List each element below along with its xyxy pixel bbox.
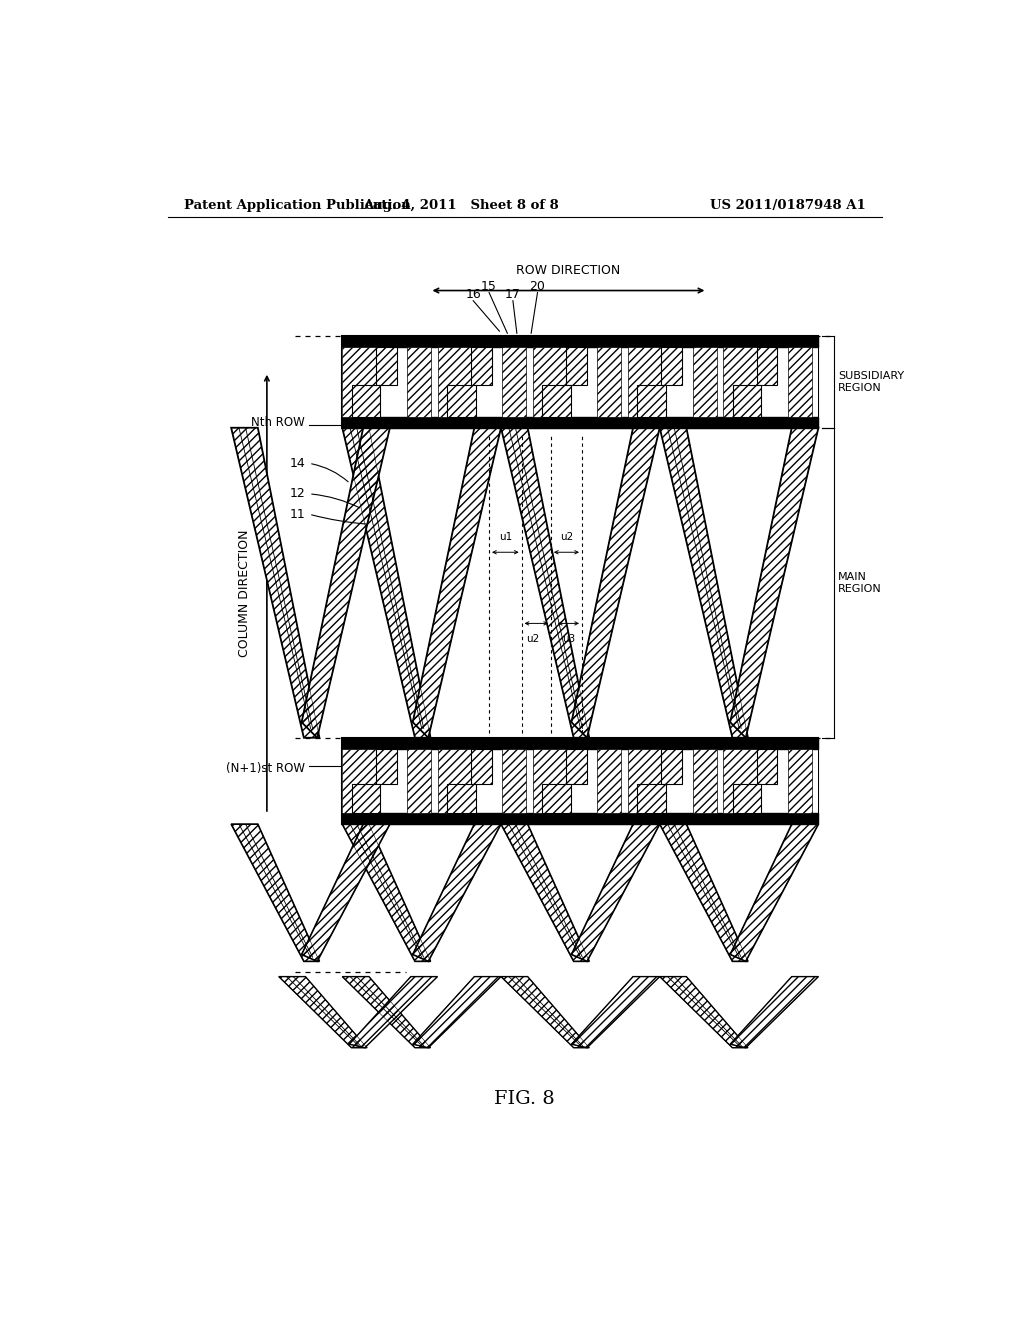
Polygon shape: [501, 977, 589, 1048]
Bar: [342, 347, 818, 417]
Bar: [376, 347, 396, 385]
Bar: [532, 748, 566, 813]
Text: COLUMN DIRECTION: COLUMN DIRECTION: [239, 529, 251, 656]
Text: 20: 20: [529, 280, 546, 293]
Bar: [502, 748, 526, 813]
Bar: [662, 748, 682, 784]
Text: FIG. 8: FIG. 8: [495, 1089, 555, 1107]
Bar: [342, 748, 818, 813]
Bar: [342, 738, 818, 824]
Text: 12: 12: [289, 487, 305, 500]
Bar: [757, 748, 777, 784]
Bar: [723, 347, 757, 417]
Bar: [437, 748, 471, 813]
Bar: [342, 748, 376, 813]
Bar: [471, 347, 492, 385]
Bar: [638, 385, 666, 417]
Bar: [597, 748, 622, 813]
Bar: [447, 784, 475, 813]
Bar: [543, 385, 570, 417]
Bar: [662, 347, 682, 385]
Text: Nth ROW: Nth ROW: [251, 416, 305, 429]
Bar: [342, 417, 818, 428]
Text: Patent Application Publication: Patent Application Publication: [183, 198, 411, 211]
Bar: [723, 748, 757, 813]
Text: ROW DIRECTION: ROW DIRECTION: [516, 264, 621, 277]
Bar: [352, 385, 380, 417]
Bar: [566, 347, 587, 385]
Bar: [502, 347, 526, 417]
Polygon shape: [342, 977, 430, 1048]
Text: US 2011/0187948 A1: US 2011/0187948 A1: [711, 198, 866, 211]
Polygon shape: [659, 824, 748, 961]
Text: u3: u3: [562, 634, 575, 644]
Bar: [376, 748, 396, 784]
Bar: [407, 748, 431, 813]
Text: 16: 16: [465, 288, 481, 301]
Polygon shape: [730, 824, 818, 961]
Text: 14: 14: [289, 457, 305, 470]
Polygon shape: [659, 977, 748, 1048]
Bar: [447, 385, 475, 417]
Polygon shape: [730, 977, 818, 1048]
Text: u1: u1: [499, 532, 512, 543]
Polygon shape: [342, 428, 430, 738]
Bar: [352, 784, 380, 813]
Bar: [407, 347, 431, 417]
Bar: [787, 347, 812, 417]
Bar: [342, 337, 818, 347]
Polygon shape: [302, 824, 390, 961]
Text: u2: u2: [525, 634, 539, 644]
Polygon shape: [501, 824, 589, 961]
Text: SUBSIDIARY
REGION: SUBSIDIARY REGION: [839, 371, 904, 393]
Text: 15: 15: [481, 280, 497, 293]
Polygon shape: [231, 428, 319, 738]
Bar: [566, 748, 587, 784]
Polygon shape: [279, 977, 367, 1048]
Text: 17: 17: [505, 288, 521, 301]
Bar: [628, 748, 662, 813]
Bar: [597, 347, 622, 417]
Text: MAIN
REGION: MAIN REGION: [839, 572, 882, 594]
Polygon shape: [659, 428, 748, 738]
Text: (N+1)st ROW: (N+1)st ROW: [226, 762, 305, 775]
Polygon shape: [413, 824, 501, 961]
Polygon shape: [413, 977, 501, 1048]
Bar: [733, 385, 761, 417]
Polygon shape: [571, 824, 659, 961]
Polygon shape: [413, 428, 501, 738]
Bar: [342, 337, 818, 428]
Bar: [342, 738, 818, 748]
Text: u2: u2: [560, 532, 573, 543]
Text: Aug. 4, 2011   Sheet 8 of 8: Aug. 4, 2011 Sheet 8 of 8: [364, 198, 559, 211]
Bar: [757, 347, 777, 385]
Bar: [692, 347, 717, 417]
Polygon shape: [730, 428, 818, 738]
Bar: [471, 748, 492, 784]
Polygon shape: [302, 428, 390, 738]
Bar: [692, 748, 717, 813]
Bar: [342, 347, 376, 417]
Bar: [628, 347, 662, 417]
Polygon shape: [571, 428, 659, 738]
Bar: [437, 347, 471, 417]
Polygon shape: [571, 977, 659, 1048]
Bar: [532, 347, 566, 417]
Polygon shape: [501, 428, 589, 738]
Polygon shape: [231, 824, 319, 961]
Bar: [342, 813, 818, 824]
Text: 11: 11: [289, 508, 305, 520]
Bar: [733, 784, 761, 813]
Polygon shape: [349, 977, 437, 1048]
Bar: [638, 784, 666, 813]
Bar: [787, 748, 812, 813]
Polygon shape: [342, 824, 430, 961]
Bar: [543, 784, 570, 813]
